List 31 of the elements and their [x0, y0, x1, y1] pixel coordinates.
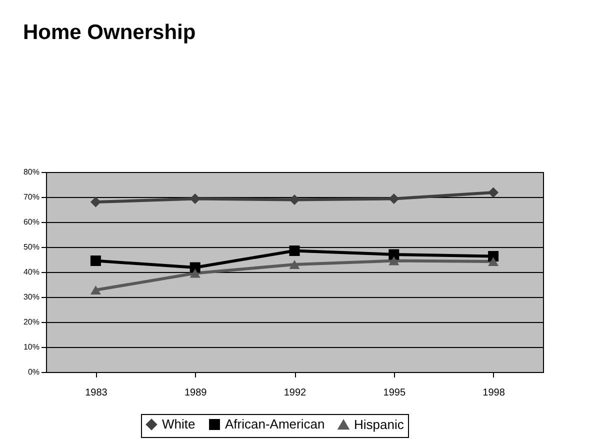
- point: [90, 256, 101, 266]
- point: [388, 249, 400, 260]
- legend-label: White: [162, 416, 196, 432]
- y-tick-label: 0%: [28, 368, 40, 376]
- y-tick-label: 70%: [23, 192, 40, 202]
- y-tick-label: 50%: [23, 242, 40, 252]
- x-tick-label: 1983: [85, 388, 108, 398]
- point: [488, 256, 499, 266]
- x-tick-label: 1992: [284, 388, 307, 398]
- point: [190, 194, 200, 204]
- x-tick-label: 1998: [482, 388, 506, 398]
- y-tick-label: 60%: [23, 218, 40, 226]
- point: [388, 194, 400, 204]
- x-tick-label: 1989: [184, 388, 208, 398]
- y-tick-label: 20%: [23, 318, 40, 326]
- y-tick-label: 40%: [23, 268, 40, 276]
- legend-label: African-American: [225, 416, 325, 432]
- point: [289, 246, 300, 256]
- y-tick-label: 10%: [23, 342, 40, 352]
- point: [90, 285, 101, 295]
- y-tick-label: 30%: [23, 292, 40, 302]
- point: [190, 268, 200, 278]
- legend-label: Hispanic: [354, 416, 404, 432]
- y-tick-label: 80%: [23, 168, 40, 176]
- point: [90, 196, 101, 208]
- point: [289, 260, 300, 270]
- point: [289, 194, 300, 205]
- point: [488, 187, 499, 198]
- chart-title: Home Ownership: [22, 21, 196, 44]
- x-tick-label: 1995: [383, 388, 406, 398]
- point: [388, 256, 400, 266]
